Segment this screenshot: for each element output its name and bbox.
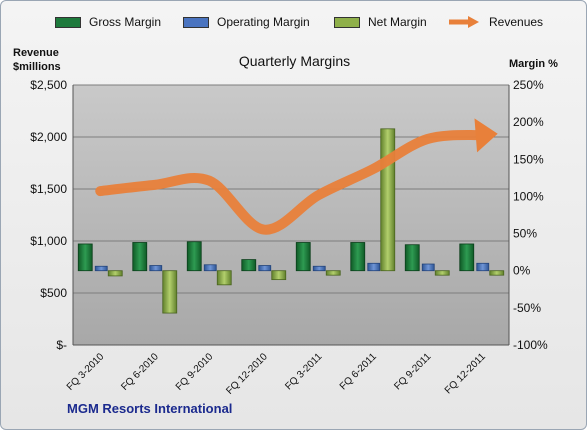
bar-gross-margin [186,241,202,272]
bar-net-margin [162,270,178,314]
right-axis-title: Margin % [509,58,558,70]
legend-label-gross-margin: Gross Margin [89,15,162,29]
left-axis-tick-label: $- [56,338,67,352]
x-axis-tick-label: FQ 12-2011 [443,351,488,396]
right-axis-tick-label: -100% [513,338,548,352]
bar-net-margin [271,270,287,281]
left-axis-tick-label: $2,000 [30,130,67,144]
legend-swatch-gross-margin [55,16,81,28]
bar-net-margin [380,128,396,272]
left-axis-title-line2: $millions [13,61,61,73]
bar-gross-margin [459,243,475,272]
legend-item-operating-margin: Operating Margin [183,15,310,29]
right-axis-tick-label: 100% [513,189,544,203]
company-name: MGM Resorts International [67,401,233,416]
bar-gross-margin [404,244,420,272]
legend-label-net-margin: Net Margin [368,15,427,29]
bar-net-margin [107,270,123,277]
x-axis-tick-label: FQ 12-2010 [224,351,270,397]
left-axis-tick-label: $1,000 [30,234,67,248]
right-axis-tick-label: 0% [513,264,531,278]
x-axis-tick-label: FQ 6-2010 [119,351,161,393]
x-axis-tick-label: FQ 3-2010 [65,351,107,393]
x-axis-tick-label: FQ 9-2011 [392,351,433,392]
bar-gross-margin [241,259,257,272]
bar-gross-margin [295,242,311,272]
chart-title: Quarterly Margins [238,53,351,69]
x-axis-tick-label: FQ 6-2011 [338,351,379,392]
bar-gross-margin [132,242,148,272]
bar-net-margin [325,270,341,276]
right-axis-tick-label: -50% [513,301,541,315]
bar-operating-margin [367,262,381,272]
left-axis-title: Revenue $millions [13,46,61,74]
right-axis-tick-label: 50% [513,227,537,241]
x-axis-tick-label: FQ 9-2010 [174,351,216,393]
revenues-arrowhead [474,118,498,153]
right-axis-tick-label: 250% [513,78,544,92]
bar-net-margin [216,270,232,286]
bar-operating-margin [258,265,272,272]
bar-gross-margin [350,242,366,272]
bar-gross-margin [77,243,93,272]
bar-net-margin [489,270,505,276]
bar-operating-margin [312,265,326,272]
x-axis-tick-label: FQ 3-2011 [283,351,324,392]
legend-label-operating-margin: Operating Margin [217,15,310,29]
left-axis-tick-label: $500 [40,286,67,300]
bar-operating-margin [476,262,490,272]
left-axis-tick-label: $1,500 [30,182,67,196]
bar-operating-margin [94,265,108,272]
bar-operating-margin [203,264,217,272]
bar-operating-margin [421,263,435,272]
left-axis-tick-label: $2,500 [30,78,67,92]
bar-operating-margin [149,265,163,272]
right-axis-tick-label: 150% [513,152,544,166]
legend-item-revenues: Revenues [449,15,543,29]
legend-swatch-operating-margin [183,16,209,28]
legend-item-gross-margin: Gross Margin [55,15,161,29]
chart-legend: Gross Margin Operating Margin Net Margin… [1,15,586,39]
left-axis-title-line1: Revenue [13,47,59,59]
bar-net-margin [434,270,450,276]
legend-item-net-margin: Net Margin [334,15,427,29]
legend-label-revenues: Revenues [489,15,544,29]
revenues-line [95,129,487,235]
legend-arrow-revenues [449,16,479,28]
right-axis-tick-label: 200% [513,115,544,129]
legend-swatch-net-margin [334,16,360,28]
